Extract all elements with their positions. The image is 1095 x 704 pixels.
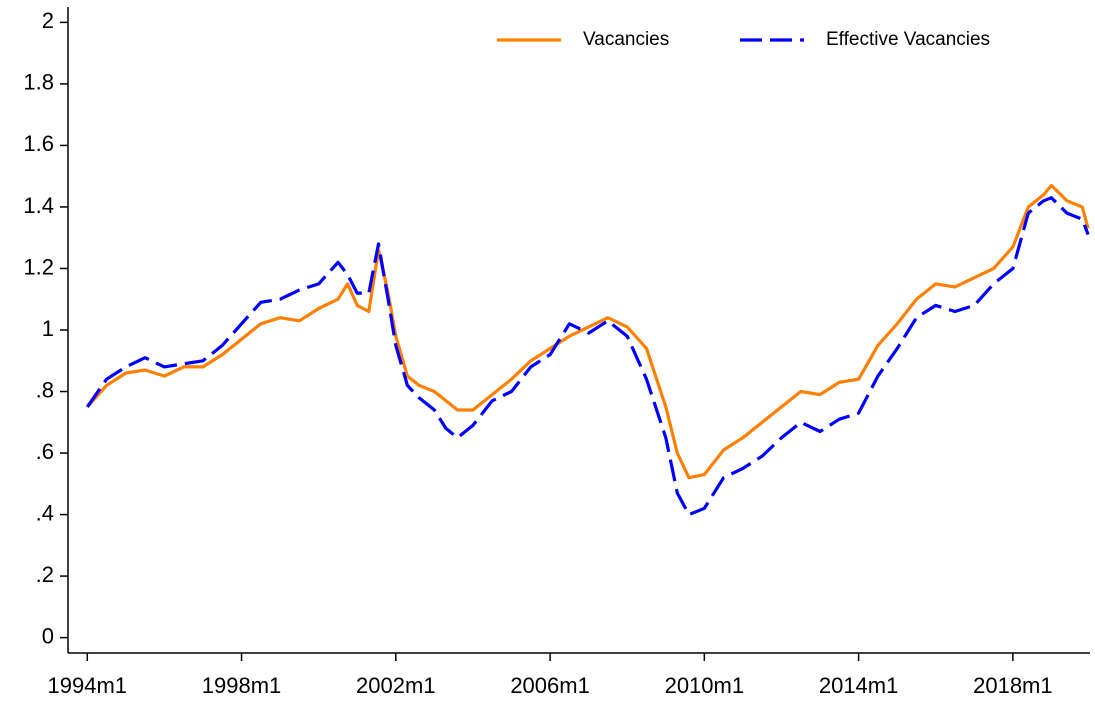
x-tick-label: 1998m1 [202,673,282,698]
y-tick-label: 1.2 [23,254,54,279]
series-line [86,183,1090,480]
y-tick-label: .2 [36,562,54,587]
y-tick-label: .8 [36,377,54,402]
y-tick-label: 1.6 [23,131,54,156]
y-tick-label: 1.8 [23,70,54,95]
x-tick-label: 1994m1 [48,673,128,698]
y-tick-label: 2 [42,8,54,33]
y-tick-label: 1 [42,316,54,341]
legend-label: Vacancies [583,29,669,50]
x-tick-label: 2018m1 [973,673,1053,698]
series-line [85,196,1090,517]
x-tick-label: 2002m1 [356,673,436,698]
x-tick-label: 2010m1 [665,673,745,698]
y-tick-label: .6 [36,439,54,464]
x-tick-label: 2006m1 [510,673,590,698]
y-tick-label: 1.4 [23,193,54,218]
y-tick-label: 0 [42,623,54,648]
x-tick-label: 2014m1 [819,673,899,698]
y-tick-label: .4 [36,500,54,525]
legend-label: Effective Vacancies [826,29,990,50]
